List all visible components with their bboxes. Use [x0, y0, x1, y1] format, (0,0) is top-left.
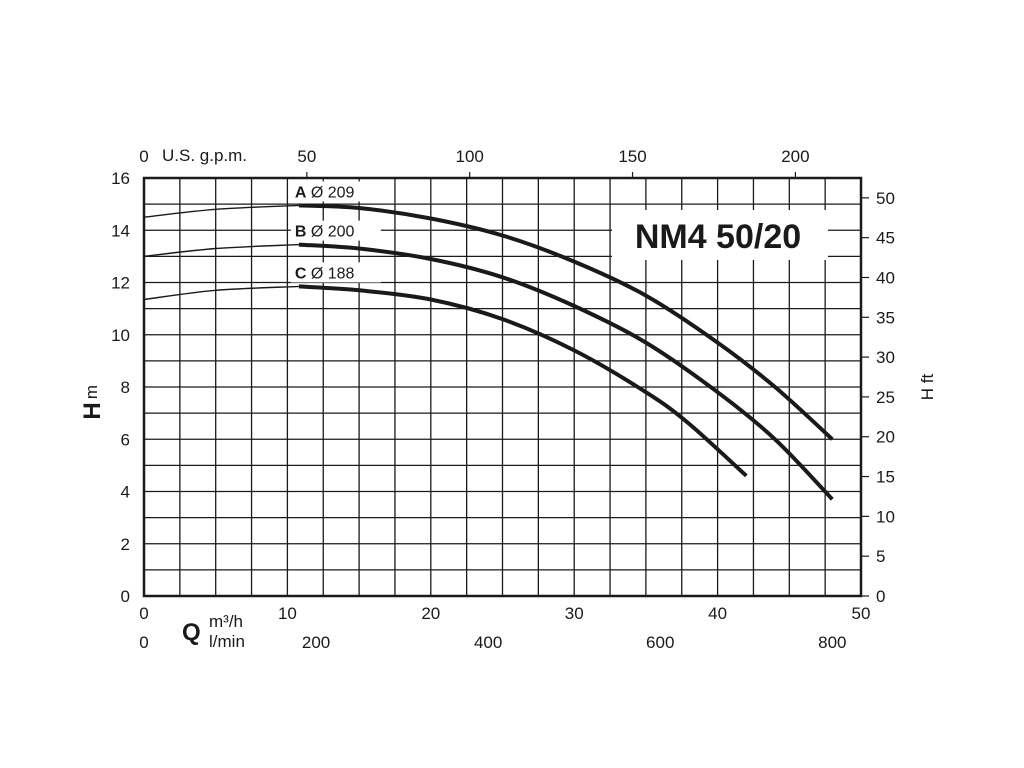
- x-tick-label-lmin: 600: [646, 633, 674, 652]
- y-tick-label-ft: 35: [876, 308, 895, 327]
- plot-frame: [142, 176, 863, 598]
- top-axis-unit: U.S. g.p.m.: [162, 146, 247, 165]
- x-tick-label-m3h: 20: [421, 604, 440, 623]
- title-background: [612, 210, 828, 260]
- x-tick-label-m3h: 50: [852, 604, 871, 623]
- y-tick-label-ft: 30: [876, 348, 895, 367]
- x-tick-label-m3h: 10: [278, 604, 297, 623]
- curve-a: [298, 203, 834, 441]
- curves: [143, 203, 834, 501]
- curve-label-bg: [290, 220, 381, 241]
- curve-a-thin: [143, 204, 299, 218]
- curve-label-diameter: Ø 200: [311, 224, 355, 241]
- y-tick-label-m: 4: [121, 483, 130, 502]
- x-bottom-symbol: Q: [182, 619, 201, 646]
- curve-label-diameter: Ø 209: [311, 184, 355, 201]
- curve-label-letter: A: [295, 184, 307, 201]
- y-tick-label-m: 0: [121, 587, 130, 606]
- x-tick-label-gpm: 0: [139, 147, 148, 166]
- x-tick-label-lmin: 800: [818, 633, 846, 652]
- x-bottom-unit-1: m³/h: [209, 612, 243, 631]
- chart-title: NM4 50/20: [635, 218, 801, 256]
- x-tick-label-gpm: 50: [297, 147, 316, 166]
- y-tick-label-m: 14: [111, 221, 130, 240]
- y-tick-label-ft: 50: [876, 189, 895, 208]
- curve-label-diameter: Ø 188: [311, 265, 355, 282]
- curve-c-thin: [143, 285, 299, 301]
- curve-label-letter: C: [295, 265, 307, 282]
- y-tick-label-m: 6: [121, 430, 130, 449]
- curve-label-bg: [290, 262, 381, 283]
- x-tick-label-m3h: 40: [708, 604, 727, 623]
- x-tick-label-lmin: 400: [474, 633, 502, 652]
- y-tick-label-ft: 10: [876, 507, 895, 526]
- x-tick-label-gpm: 200: [781, 147, 809, 166]
- y-tick-label-ft: 45: [876, 229, 895, 248]
- y-tick-label-m: 8: [121, 378, 130, 397]
- y-left-symbol: H: [79, 402, 106, 419]
- y-tick-label-m: 10: [111, 326, 130, 345]
- x-tick-label-gpm: 100: [456, 147, 484, 166]
- y-tick-label-ft: 25: [876, 388, 895, 407]
- curve-b: [298, 242, 834, 501]
- curve-label-bg: [290, 181, 381, 202]
- x-tick-label-m3h: 0: [139, 604, 148, 623]
- x-bottom-unit-2: l/min: [209, 632, 245, 651]
- y-tick-label-ft: 15: [876, 468, 895, 487]
- y-left-unit: m: [82, 385, 101, 399]
- y-tick-label-ft: 20: [876, 428, 895, 447]
- x-tick-label-lmin: 0: [139, 633, 148, 652]
- y-tick-label-m: 12: [111, 274, 130, 293]
- curve-label-letter: B: [295, 224, 307, 241]
- y-right-label: H ft: [918, 374, 937, 401]
- x-tick-label-m3h: 30: [565, 604, 584, 623]
- curve-c: [298, 284, 748, 478]
- x-tick-label-lmin: 200: [302, 633, 330, 652]
- curve-b-thin: [143, 243, 299, 258]
- y-tick-label-m: 2: [121, 535, 130, 554]
- y-tick-label-ft: 0: [876, 587, 885, 606]
- y-tick-label-m: 16: [111, 169, 130, 188]
- y-tick-label-ft: 5: [876, 547, 885, 566]
- y-tick-label-ft: 40: [876, 268, 895, 287]
- x-tick-label-gpm: 150: [618, 147, 646, 166]
